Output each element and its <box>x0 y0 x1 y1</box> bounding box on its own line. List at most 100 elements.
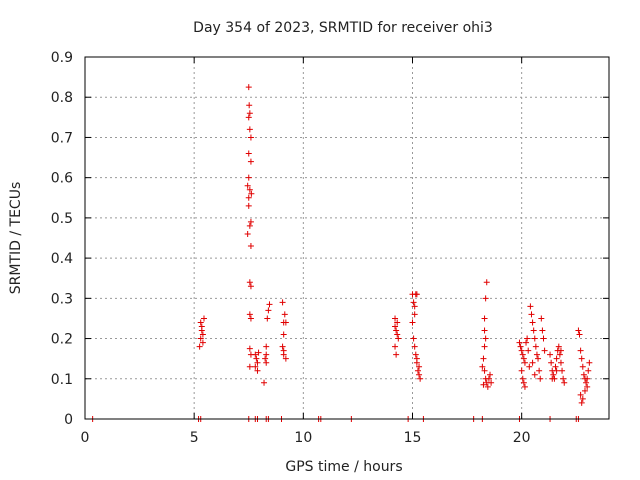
data-point <box>411 303 418 310</box>
data-point <box>246 126 253 133</box>
data-point <box>246 186 253 193</box>
data-point <box>394 319 401 326</box>
data-point <box>517 343 524 350</box>
data-point <box>553 367 560 374</box>
data-point <box>579 395 586 402</box>
data-point <box>487 371 494 378</box>
chart-title: Day 354 of 2023, SRMTID for receiver ohi… <box>193 20 493 36</box>
data-points <box>89 84 593 422</box>
data-point <box>247 243 254 250</box>
tick-labels: 0 0.1 0.2 0.3 0.4 0.5 0.6 0.7 0.8 0.9 0 5 10 15 20 <box>51 50 531 446</box>
data-point <box>197 335 204 342</box>
data-point <box>253 355 260 362</box>
data-point <box>577 347 584 354</box>
data-point <box>246 363 253 370</box>
data-point <box>279 299 286 306</box>
data-point <box>586 359 593 366</box>
data-point <box>529 359 536 366</box>
data-point <box>280 347 287 354</box>
data-point <box>518 367 525 374</box>
data-point <box>266 301 273 308</box>
x-tick-label: 20 <box>513 430 531 446</box>
data-point <box>252 363 259 370</box>
data-point <box>246 222 253 229</box>
data-point <box>528 311 535 318</box>
data-point <box>577 391 584 398</box>
data-point <box>247 315 254 322</box>
data-point <box>197 319 204 326</box>
data-point <box>520 355 527 362</box>
data-point <box>525 347 532 354</box>
data-point <box>245 174 252 181</box>
data-point <box>247 218 254 225</box>
data-point <box>246 102 253 109</box>
data-point <box>263 343 270 350</box>
data-point <box>281 311 288 318</box>
data-point <box>245 114 252 121</box>
data-point <box>246 311 253 318</box>
data-point <box>245 194 252 201</box>
data-point <box>200 315 207 322</box>
data-point <box>523 339 530 346</box>
data-point <box>576 331 583 338</box>
data-point <box>393 351 400 358</box>
data-point <box>575 327 582 334</box>
data-point <box>550 371 557 378</box>
data-point <box>409 319 416 326</box>
x-tick-label: 15 <box>404 430 422 446</box>
data-point <box>414 367 421 374</box>
data-point <box>245 150 252 157</box>
x-axis-label: GPS time / hours <box>285 459 402 475</box>
y-tick-label: 0.5 <box>51 211 73 227</box>
x-tick-label: 5 <box>190 430 199 446</box>
data-point <box>585 367 592 374</box>
data-point <box>412 351 419 358</box>
data-point <box>480 355 487 362</box>
data-point <box>516 339 523 346</box>
data-point <box>282 355 289 362</box>
data-point <box>252 351 259 358</box>
data-point <box>410 335 417 342</box>
data-point <box>481 315 488 322</box>
data-point <box>245 202 252 209</box>
data-point <box>394 331 401 338</box>
data-point <box>247 283 254 290</box>
data-point <box>411 311 418 318</box>
data-point <box>255 349 262 356</box>
data-point <box>526 363 533 370</box>
data-point <box>548 359 555 366</box>
data-point <box>265 307 272 314</box>
data-point <box>482 295 489 302</box>
data-point <box>247 134 254 141</box>
data-point <box>198 323 205 330</box>
data-point <box>540 335 547 342</box>
data-point <box>557 359 564 366</box>
data-point <box>578 399 585 406</box>
data-point <box>581 387 588 394</box>
data-point <box>248 190 255 197</box>
data-point <box>537 375 544 382</box>
data-point <box>538 315 545 322</box>
data-point <box>254 359 261 366</box>
y-tick-label: 0.7 <box>51 130 73 146</box>
plot-frame <box>84 56 610 420</box>
y-tick-label: 0 <box>64 412 73 428</box>
y-tick-label: 0.3 <box>51 291 73 307</box>
data-point <box>535 355 542 362</box>
data-point <box>519 375 526 382</box>
ticks <box>84 56 609 420</box>
data-point <box>521 383 528 390</box>
data-point <box>417 375 424 382</box>
y-tick-label: 0.1 <box>51 372 73 388</box>
data-point <box>199 339 206 346</box>
data-point <box>584 383 591 390</box>
data-point <box>533 351 540 358</box>
data-point <box>395 335 402 342</box>
data-point <box>413 355 420 362</box>
data-point <box>413 291 420 298</box>
data-point <box>485 375 492 382</box>
data-point <box>580 371 587 378</box>
data-point <box>261 379 268 386</box>
data-point <box>531 371 538 378</box>
